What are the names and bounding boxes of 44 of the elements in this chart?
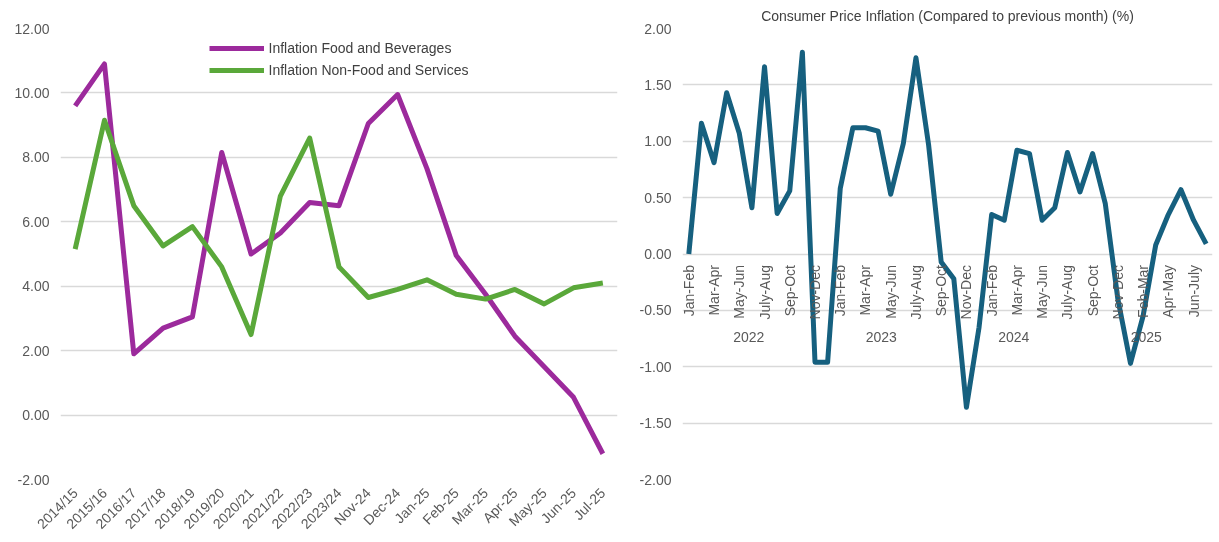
annotation: 2023	[865, 329, 898, 345]
y-tick-label: 4.00	[22, 278, 50, 295]
x-tick-label: May-Jun	[1034, 265, 1051, 319]
y-tick-label: 1.00	[644, 133, 672, 150]
y-tick-label: 2.00	[22, 342, 50, 359]
y-tick-label: -1.00	[639, 358, 672, 375]
y-tick-label: -2.00	[639, 471, 672, 488]
y-tick-label: 2.00	[644, 20, 672, 37]
x-tick-label: Jan-Feb	[832, 264, 849, 317]
annotation: 2024	[998, 329, 1030, 345]
x-tick-label: July-Aug	[1059, 265, 1076, 320]
legend-label: Inflation Food and Beverages	[268, 40, 452, 56]
x-tick-label: Mar-Apr	[706, 264, 723, 316]
y-tick-label: 0.00	[644, 246, 672, 262]
legend-label: Inflation Non-Food and Services	[268, 62, 469, 78]
x-tick-label: Apr-May	[1160, 264, 1177, 318]
x-tick-label: Jun-July	[1185, 264, 1202, 318]
x-tick-label: Nov-Dec	[958, 264, 975, 320]
x-tick-label: Jan-Feb	[680, 264, 697, 317]
y-tick-label: -1.50	[639, 415, 672, 432]
y-tick-label: -2.00	[17, 471, 50, 488]
x-tick-label: Mar-Apr	[1008, 264, 1025, 316]
annotation: 2022	[733, 329, 765, 345]
x-tick-label: Sep-Oct	[1084, 264, 1101, 317]
x-tick-label: Jan-Feb	[983, 264, 1000, 317]
x-tick-label: Feb-Mar	[1135, 264, 1152, 318]
x-tick-label: Nov-Dec	[807, 264, 823, 320]
y-tick-label: 6.00	[22, 213, 50, 230]
y-tick-label: 12.00	[14, 20, 50, 37]
x-tick-label: May-Jun	[882, 265, 899, 319]
x-tick-label: July-Aug	[756, 265, 773, 320]
y-tick-label: 0.00	[22, 407, 50, 424]
y-tick-label: 0.50	[644, 189, 672, 206]
y-tick-label: -0.50	[639, 302, 672, 319]
x-tick-label: Sep-Oct	[933, 264, 950, 317]
x-tick-label: May-Jun	[731, 265, 748, 319]
y-tick-label: 10.00	[14, 84, 50, 101]
y-tick-label: 1.50	[644, 76, 672, 93]
x-tick-label: Nov-Dec	[1109, 264, 1126, 320]
y-tick-label: 8.00	[22, 149, 50, 166]
x-tick-label: July-Aug	[907, 265, 924, 320]
x-tick-label: Sep-Oct	[781, 264, 798, 317]
chart-title: Consumer Price Inflation (Compared to previous month) (%)	[761, 7, 1134, 24]
x-tick-label: Mar-Apr	[857, 264, 874, 316]
